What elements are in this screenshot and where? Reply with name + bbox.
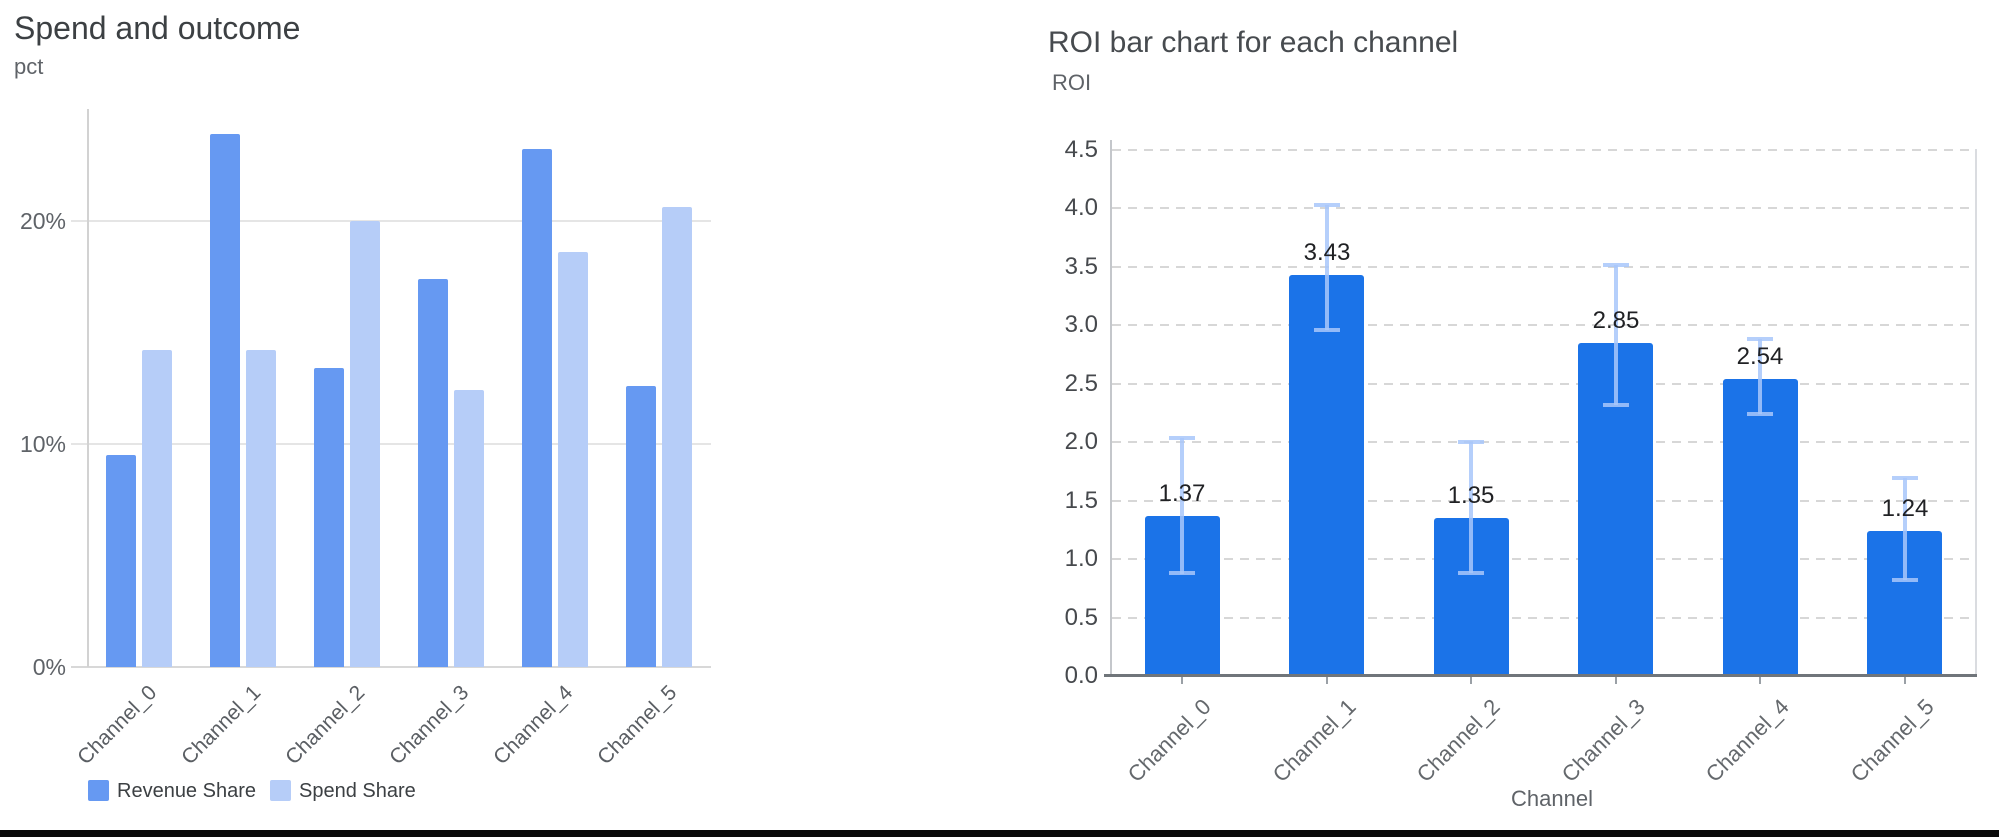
bar-revenue-share-channel_3[interactable] [418, 279, 448, 667]
error-bar-cap-top-channel_0 [1169, 436, 1195, 440]
right-x-tick-mark [1904, 677, 1906, 684]
right-gridline-4.0 [1112, 207, 1975, 209]
left-y-tick-label: 0% [32, 654, 66, 680]
left-y-tick-label: 20% [19, 208, 66, 234]
right-plot-right-border [1975, 149, 1977, 676]
error-bar-line-channel_4 [1758, 339, 1762, 414]
bar-spend-share-channel_5[interactable] [662, 207, 692, 667]
error-bar-line-channel_0 [1180, 438, 1184, 574]
right-y-tick-label: 1.0 [1064, 545, 1098, 572]
right-gridline-1.0 [1112, 558, 1975, 560]
right-x-tick-mark [1470, 677, 1472, 684]
bar-revenue-share-channel_1[interactable] [210, 134, 240, 667]
right-gridline-2.5 [1112, 383, 1975, 385]
error-bar-cap-top-channel_2 [1458, 440, 1484, 444]
left-gridline-20% [71, 220, 711, 222]
right-x-tick-mark [1615, 677, 1617, 684]
right-x-label-channel_0: Channel_0 [1122, 694, 1216, 787]
right-y-tick-label: 2.0 [1064, 428, 1098, 455]
bottom-divider-rule [0, 830, 1999, 837]
legend-label-spend-share[interactable]: Spend Share [299, 780, 416, 802]
right-gridline-4.5 [1112, 149, 1975, 151]
error-bar-cap-bottom-channel_4 [1747, 412, 1773, 416]
bar-revenue-share-channel_2[interactable] [314, 368, 344, 667]
right-y-tick-label: 3.5 [1064, 253, 1098, 280]
bar-value-label-channel_1: 3.43 [1303, 239, 1351, 266]
bar-spend-share-channel_2[interactable] [350, 221, 380, 667]
right-y-axis-line [1110, 140, 1112, 676]
bar-revenue-share-channel_4[interactable] [522, 149, 552, 667]
error-bar-cap-top-channel_3 [1603, 263, 1629, 267]
right-y-tick-label: 4.0 [1064, 194, 1098, 221]
right-chart-title: ROI bar chart for each channel [1048, 26, 1459, 59]
right-x-tick-mark [1181, 677, 1183, 684]
error-bar-line-channel_3 [1614, 265, 1618, 405]
left-gridline-10% [71, 443, 711, 445]
legend-swatch-spend-share[interactable] [270, 780, 291, 801]
right-y-tick-label: 3.0 [1064, 311, 1098, 338]
bar-value-label-channel_3: 2.85 [1592, 307, 1640, 334]
right-x-tick-mark [1759, 677, 1761, 684]
bar-roi-channel_1[interactable] [1289, 275, 1364, 676]
error-bar-cap-top-channel_5 [1892, 476, 1918, 480]
bar-revenue-share-channel_0[interactable] [106, 455, 136, 667]
right-y-tick-label: 4.5 [1064, 136, 1098, 163]
bar-value-label-channel_4: 2.54 [1736, 343, 1784, 370]
legend-label-revenue-share[interactable]: Revenue Share [117, 780, 256, 802]
error-bar-cap-top-channel_4 [1747, 337, 1773, 341]
bar-value-label-channel_0: 1.37 [1158, 480, 1206, 507]
bar-spend-share-channel_0[interactable] [142, 350, 172, 667]
bar-revenue-share-channel_5[interactable] [626, 386, 656, 667]
error-bar-cap-bottom-channel_5 [1892, 578, 1918, 582]
bar-value-label-channel_5: 1.24 [1881, 495, 1929, 522]
bar-spend-share-channel_4[interactable] [558, 252, 588, 667]
right-gridline-0.5 [1112, 617, 1975, 619]
right-x-axis-line [1104, 674, 1977, 677]
error-bar-cap-bottom-channel_3 [1603, 403, 1629, 407]
left-y-tick-label: 10% [19, 431, 66, 457]
left-gridline-0% [71, 666, 711, 668]
bar-spend-share-channel_1[interactable] [246, 350, 276, 667]
right-y-tick-label: 2.5 [1064, 370, 1098, 397]
right-y-tick-label: 0.5 [1064, 604, 1098, 631]
right-gridline-2.0 [1112, 441, 1975, 443]
error-bar-line-channel_2 [1469, 442, 1473, 573]
left-x-label-channel_5: Channel_5 [593, 681, 682, 770]
error-bar-cap-bottom-channel_0 [1169, 571, 1195, 575]
right-gridline-3.5 [1112, 266, 1975, 268]
legend-swatch-revenue-share[interactable] [88, 780, 109, 801]
left-y-axis-line [87, 109, 89, 667]
right-y-axis-unit-label: ROI [1052, 70, 1092, 95]
error-bar-cap-top-channel_1 [1314, 203, 1340, 207]
error-bar-line-channel_1 [1325, 205, 1329, 330]
right-y-tick-label: 0.0 [1064, 662, 1098, 689]
error-bar-cap-bottom-channel_2 [1458, 571, 1484, 575]
right-x-tick-mark [1326, 677, 1328, 684]
error-bar-line-channel_5 [1903, 478, 1907, 580]
right-y-tick-label: 1.5 [1064, 487, 1098, 514]
right-gridline-1.5 [1112, 500, 1975, 502]
left-chart-title: Spend and outcome [14, 10, 301, 46]
bar-value-label-channel_2: 1.35 [1447, 482, 1495, 509]
right-gridline-3.0 [1112, 324, 1975, 326]
right-x-axis-title: Channel [1511, 786, 1593, 811]
bar-roi-channel_4[interactable] [1723, 379, 1798, 676]
left-y-axis-unit-label: pct [14, 54, 44, 79]
error-bar-cap-bottom-channel_1 [1314, 328, 1340, 332]
bar-spend-share-channel_3[interactable] [454, 390, 484, 667]
